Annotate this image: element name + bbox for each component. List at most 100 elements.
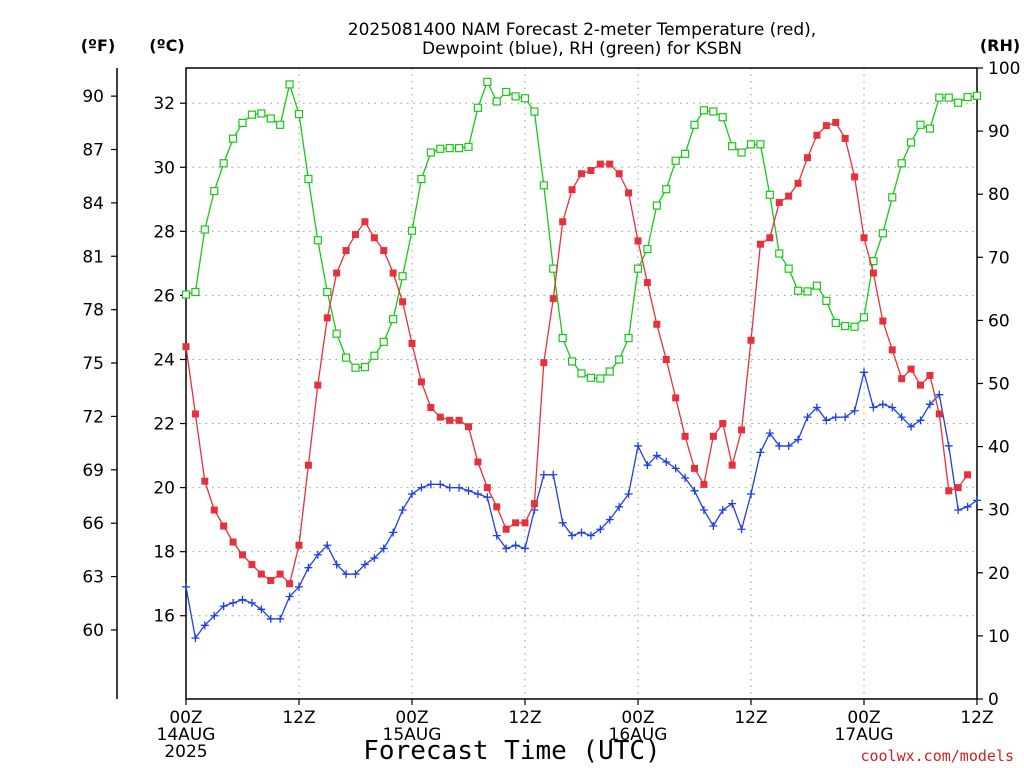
fahrenheit-axis: 90 87 84 81 78 75 72 69 66 63 60 (82, 87, 117, 641)
rh-point (483, 77, 492, 86)
dewpoint-point (794, 435, 803, 444)
fahrenheit-tick-label: 72 (82, 407, 104, 427)
temperature-point (719, 420, 727, 428)
temperature-point (709, 432, 717, 440)
dewpoint-point (747, 490, 755, 499)
temperature-point (587, 166, 595, 174)
dewpoint-point (718, 506, 727, 515)
rh-point (728, 142, 737, 151)
x-tick-label: 00Z (621, 708, 654, 728)
dewpoint-point (398, 506, 407, 515)
temperature-point (700, 480, 708, 488)
temperature-point (521, 519, 529, 527)
dewpoint-point (360, 560, 369, 569)
rh-point (276, 120, 285, 129)
dewpoint-point (907, 422, 916, 431)
dewpoint-point (238, 595, 247, 604)
rh-point (680, 149, 690, 158)
rh-point (530, 107, 539, 116)
celsius-tick-label: 20 (153, 479, 175, 499)
temperature-point (304, 461, 312, 469)
dewpoint-point (822, 416, 831, 425)
rh-point (888, 193, 897, 202)
fahrenheit-tick-label: 60 (82, 621, 104, 641)
rh-point (690, 120, 699, 129)
temperature-point (794, 179, 802, 187)
rh-point (360, 362, 370, 372)
temperature-point (446, 416, 454, 424)
dewpoint-point (586, 531, 595, 540)
dewpoint-point (577, 528, 586, 537)
dewpoint-point (850, 406, 859, 415)
temperature-point (465, 423, 472, 431)
temperature-point (493, 503, 501, 511)
dewpoint-point (963, 502, 972, 511)
temperature-point (681, 432, 689, 440)
dewpoint-point (200, 621, 209, 630)
dewpoint-point (643, 461, 652, 470)
temperature-point (191, 410, 199, 418)
rh-point (341, 353, 351, 362)
rh-point (191, 287, 200, 297)
temperature-point (879, 317, 887, 325)
rh-point (323, 287, 332, 297)
rh-series (181, 77, 982, 383)
fahrenheit-tick-label: 63 (82, 568, 104, 588)
celsius-axis: 32 30 28 26 24 22 20 18 16 (153, 94, 186, 627)
rh-point (520, 94, 530, 103)
temperature-point (888, 346, 896, 354)
temperature-point (474, 458, 482, 466)
temperature-point (530, 500, 538, 508)
rh-point (200, 225, 209, 234)
dewpoint-point (615, 502, 624, 511)
dewpoint-series (182, 368, 981, 643)
temperature-point (286, 580, 294, 588)
temperature-point (210, 506, 218, 514)
temperature-point (653, 320, 661, 328)
rh-point (850, 322, 859, 331)
dewpoint-point (483, 493, 492, 502)
temperature-point (559, 218, 567, 226)
dewpoint-point (445, 483, 454, 492)
temperature-point (399, 298, 407, 306)
temperature-point (643, 279, 651, 287)
rh-point (502, 87, 511, 97)
rh-point (803, 287, 812, 296)
temperature-point (775, 199, 783, 207)
celsius-tick-label: 32 (153, 94, 175, 114)
temperature-point (945, 487, 953, 495)
dewpoint-point (351, 570, 360, 579)
rh-point (492, 97, 501, 106)
rh-point (643, 244, 652, 254)
dewpoint-point (709, 522, 718, 531)
temperature-point (201, 477, 209, 485)
rh-point (379, 337, 388, 346)
temperature-point (483, 484, 491, 492)
rh-point (558, 333, 567, 343)
dewpoint-point (426, 480, 435, 489)
dewpoint-point (916, 416, 925, 425)
temperature-point (625, 189, 633, 197)
temperature-point (389, 269, 397, 277)
temperature-point (785, 192, 793, 200)
rh-point (878, 229, 887, 238)
rh-point (351, 363, 360, 372)
fahrenheit-tick-label: 75 (82, 354, 104, 374)
dewpoint-point (247, 598, 256, 607)
rh-point (737, 148, 746, 157)
dewpoint-point (304, 563, 313, 572)
temperature-point (766, 234, 774, 242)
dewpoint-point (869, 403, 878, 412)
rh-point (511, 92, 520, 101)
temperature-point (954, 484, 962, 492)
rh-point (859, 313, 869, 322)
x-tick-date-label: 17AUG (835, 725, 894, 745)
temperature-point (267, 576, 275, 584)
fahrenheit-tick-label: 66 (82, 514, 104, 534)
rh-point (897, 159, 906, 168)
x-tick-date-label: 2025 (164, 742, 207, 762)
dewpoint-point (492, 531, 501, 540)
rh-point (436, 144, 445, 153)
rh-point (624, 333, 633, 343)
celsius-unit-label: (ºC) (149, 36, 184, 55)
